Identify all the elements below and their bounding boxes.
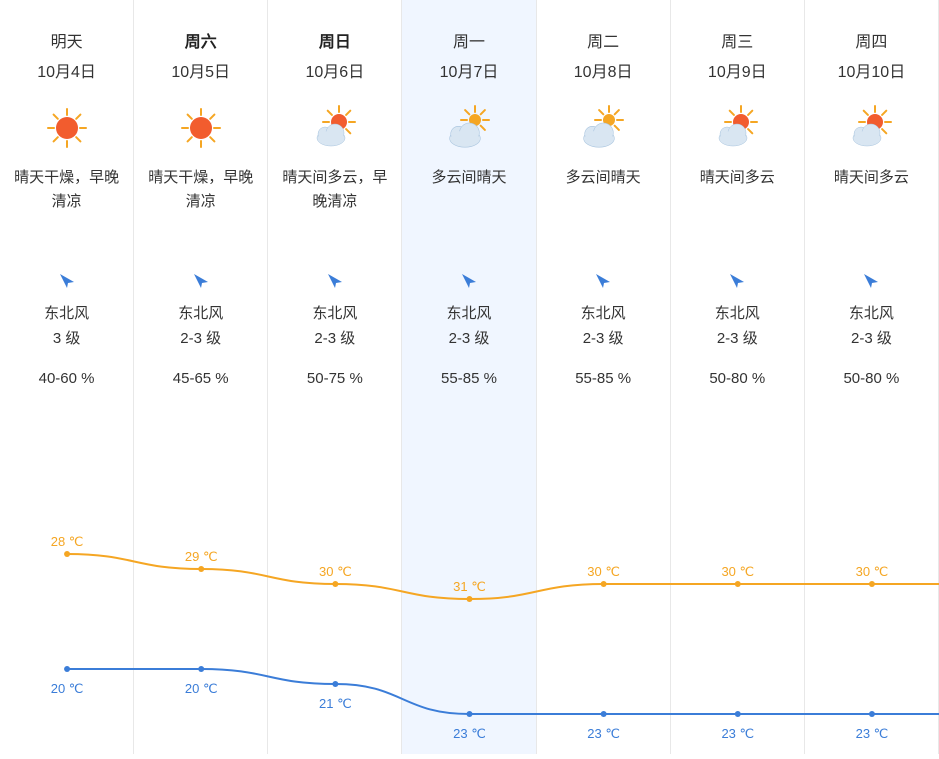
wind-arrow-icon xyxy=(592,270,614,292)
wind-arrow-icon xyxy=(458,270,480,292)
sunny-icon xyxy=(43,104,91,152)
forecast-container: 明天 10月4日 晴天干燥，早晚清凉 东北风 3 级 40-60 % 周六 10… xyxy=(0,0,939,754)
condition-text: 晴天干燥，早晚清凉 xyxy=(134,166,267,262)
day-date: 10月10日 xyxy=(838,58,906,82)
wind-direction: 东北风 xyxy=(44,302,89,323)
wind-arrow-icon xyxy=(56,270,78,292)
wind-level: 2-3 级 xyxy=(851,327,892,348)
day-column[interactable]: 周二 10月8日 多云间晴天 东北风 2-3 级 55-85 % xyxy=(537,0,671,754)
day-date: 10月9日 xyxy=(708,58,767,82)
humidity: 55-85 % xyxy=(575,370,631,387)
cloudy-sun-icon xyxy=(579,104,627,152)
humidity: 50-80 % xyxy=(709,370,765,387)
humidity: 45-65 % xyxy=(173,370,229,387)
wind-level: 2-3 级 xyxy=(180,327,221,348)
wind-arrow-icon xyxy=(726,270,748,292)
wind-arrow-icon xyxy=(860,270,882,292)
partly-cloudy-icon xyxy=(713,104,761,152)
sunny-icon xyxy=(177,104,225,152)
day-name: 周一 xyxy=(453,28,485,52)
condition-text: 晴天间多云 xyxy=(692,166,783,262)
day-name: 周三 xyxy=(721,28,753,52)
wind-level: 3 级 xyxy=(53,327,81,348)
wind-direction: 东北风 xyxy=(581,302,626,323)
day-date: 10月4日 xyxy=(37,58,96,82)
humidity: 40-60 % xyxy=(39,370,95,387)
day-date: 10月7日 xyxy=(440,58,499,82)
humidity: 55-85 % xyxy=(441,370,497,387)
day-name: 周六 xyxy=(185,28,217,52)
day-name: 明天 xyxy=(51,28,83,52)
day-name: 周二 xyxy=(587,28,619,52)
wind-level: 2-3 级 xyxy=(717,327,758,348)
day-column[interactable]: 周日 10月6日 晴天间多云，早晚清凉 东北风 2-3 级 50-75 % xyxy=(268,0,402,754)
wind-direction: 东北风 xyxy=(446,302,491,323)
day-name: 周四 xyxy=(855,28,887,52)
condition-text: 多云间晴天 xyxy=(423,166,514,262)
day-date: 10月6日 xyxy=(306,58,365,82)
partly-cloudy-icon xyxy=(847,104,895,152)
day-column[interactable]: 周三 10月9日 晴天间多云 东北风 2-3 级 50-80 % xyxy=(671,0,805,754)
wind-level: 2-3 级 xyxy=(449,327,490,348)
condition-text: 晴天间多云 xyxy=(826,166,917,262)
day-column[interactable]: 周一 10月7日 多云间晴天 东北风 2-3 级 55-85 % xyxy=(402,0,536,754)
day-column[interactable]: 周四 10月10日 晴天间多云 东北风 2-3 级 50-80 % xyxy=(805,0,939,754)
condition-text: 晴天间多云，早晚清凉 xyxy=(268,166,401,262)
wind-level: 2-3 级 xyxy=(314,327,355,348)
humidity: 50-75 % xyxy=(307,370,363,387)
condition-text: 多云间晴天 xyxy=(558,166,649,262)
condition-text: 晴天干燥，早晚清凉 xyxy=(0,166,133,262)
wind-direction: 东北风 xyxy=(312,302,357,323)
partly-cloudy-icon xyxy=(311,104,359,152)
wind-direction: 东北风 xyxy=(178,302,223,323)
wind-direction: 东北风 xyxy=(849,302,894,323)
day-date: 10月5日 xyxy=(171,58,230,82)
wind-level: 2-3 级 xyxy=(583,327,624,348)
day-name: 周日 xyxy=(319,28,351,52)
humidity: 50-80 % xyxy=(843,370,899,387)
wind-arrow-icon xyxy=(324,270,346,292)
day-column[interactable]: 周六 10月5日 晴天干燥，早晚清凉 东北风 2-3 级 45-65 % xyxy=(134,0,268,754)
day-column[interactable]: 明天 10月4日 晴天干燥，早晚清凉 东北风 3 级 40-60 % xyxy=(0,0,134,754)
wind-direction: 东北风 xyxy=(715,302,760,323)
cloudy-sun-icon xyxy=(445,104,493,152)
day-date: 10月8日 xyxy=(574,58,633,82)
wind-arrow-icon xyxy=(190,270,212,292)
